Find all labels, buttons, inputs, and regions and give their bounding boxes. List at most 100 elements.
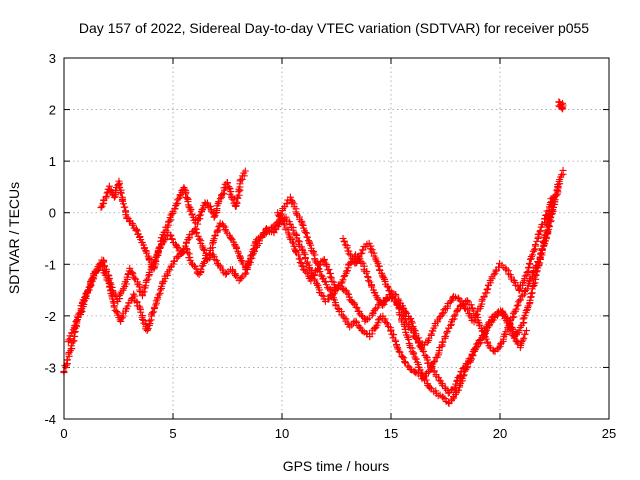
data-point xyxy=(193,229,201,237)
data-point xyxy=(410,326,418,334)
data-point xyxy=(530,246,538,254)
data-point xyxy=(521,272,529,280)
x-tick-labels: 0 5 10 15 20 25 xyxy=(60,426,616,441)
data-point xyxy=(233,198,241,206)
data-point xyxy=(102,192,110,200)
data-point xyxy=(117,189,125,197)
data-point xyxy=(156,286,164,294)
data-point xyxy=(144,275,152,283)
data-point xyxy=(449,316,457,324)
data-point xyxy=(207,202,215,210)
data-point xyxy=(196,215,204,223)
grid-lines xyxy=(64,58,609,419)
data-point xyxy=(558,99,566,107)
data-point xyxy=(522,286,530,294)
data-point xyxy=(534,259,542,267)
data-point xyxy=(529,283,537,291)
data-point xyxy=(339,276,347,284)
x-tick-label: 15 xyxy=(384,426,398,441)
data-point xyxy=(126,264,134,272)
data-point xyxy=(383,282,391,290)
y-tick-label: -2 xyxy=(44,309,56,324)
data-point xyxy=(142,276,150,284)
data-point xyxy=(509,313,517,321)
data-point xyxy=(77,308,85,316)
data-point xyxy=(364,315,371,323)
data-point xyxy=(408,319,416,327)
data-points xyxy=(60,98,567,407)
data-point xyxy=(340,314,348,322)
data-point xyxy=(522,307,530,315)
data-point xyxy=(467,354,475,362)
data-point xyxy=(216,195,224,203)
data-point xyxy=(506,326,514,334)
data-point xyxy=(109,298,117,306)
data-point xyxy=(283,199,291,207)
data-point xyxy=(105,182,113,190)
data-point xyxy=(409,350,417,358)
data-point xyxy=(435,376,443,384)
data-point xyxy=(307,241,315,249)
data-point xyxy=(464,306,472,314)
data-point xyxy=(490,271,498,279)
data-point xyxy=(373,258,381,266)
data-point xyxy=(527,253,535,261)
data-point xyxy=(282,213,290,221)
data-point xyxy=(213,227,221,235)
data-point xyxy=(132,225,140,233)
data-point xyxy=(402,319,410,327)
data-point xyxy=(324,284,332,292)
data-point xyxy=(456,372,464,380)
data-point xyxy=(97,204,105,212)
chart-title: Day 157 of 2022, Sidereal Day-to-day VTE… xyxy=(79,20,589,36)
data-point xyxy=(110,193,118,201)
data-point xyxy=(520,334,528,342)
data-point xyxy=(441,395,449,403)
data-point xyxy=(187,259,195,267)
data-point xyxy=(195,235,203,243)
data-point xyxy=(65,336,73,344)
data-point xyxy=(396,348,404,356)
data-point xyxy=(482,335,490,343)
data-point xyxy=(145,272,153,280)
data-point xyxy=(96,259,104,267)
data-point xyxy=(197,266,205,274)
data-point xyxy=(303,233,311,241)
data-point xyxy=(215,223,223,231)
data-point xyxy=(73,317,81,325)
data-point xyxy=(440,306,448,314)
data-point xyxy=(184,248,192,256)
data-point xyxy=(443,327,451,335)
data-point xyxy=(150,308,158,316)
data-point xyxy=(387,327,395,335)
plot-frame xyxy=(63,57,610,420)
data-point xyxy=(234,194,242,202)
data-point xyxy=(379,301,387,309)
data-point xyxy=(522,327,530,335)
data-point xyxy=(100,258,108,266)
data-point xyxy=(298,262,306,270)
data-point xyxy=(203,255,211,263)
data-point xyxy=(439,393,447,401)
data-point xyxy=(415,334,423,342)
data-point xyxy=(180,184,188,192)
data-point xyxy=(181,185,189,193)
data-point xyxy=(373,304,381,312)
data-point xyxy=(226,190,234,198)
data-point xyxy=(453,306,461,314)
data-point xyxy=(402,309,410,317)
data-point xyxy=(392,337,400,345)
data-point xyxy=(407,317,415,325)
data-point xyxy=(451,311,459,319)
data-point xyxy=(158,234,166,242)
data-point xyxy=(343,289,351,297)
data-point xyxy=(357,250,365,258)
data-point xyxy=(321,259,329,267)
data-point xyxy=(352,319,360,327)
data-point xyxy=(420,348,428,356)
data-point xyxy=(166,231,174,239)
data-point xyxy=(527,290,535,298)
data-point xyxy=(353,304,361,312)
data-point xyxy=(484,285,492,293)
